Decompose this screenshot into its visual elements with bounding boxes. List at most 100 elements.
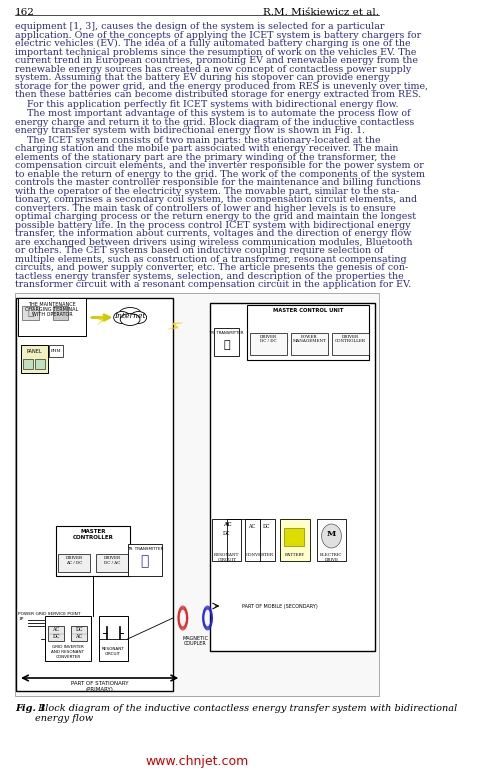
Text: CONTROLLER: CONTROLLER — [73, 535, 113, 540]
FancyBboxPatch shape — [247, 304, 369, 360]
Text: BATTERY: BATTERY — [285, 553, 305, 557]
Text: circuits, and power supply converter, etc. The article presents the genesis of c: circuits, and power supply converter, et… — [15, 263, 408, 272]
Text: renewable energy sources has created a new concept of contactless power supply: renewable energy sources has created a n… — [15, 64, 411, 74]
Text: 📱: 📱 — [141, 554, 149, 568]
FancyBboxPatch shape — [214, 328, 239, 355]
Text: to enable the return of energy to the grid. The work of the components of the sy: to enable the return of energy to the gr… — [15, 169, 425, 179]
Text: The most important advantage of this system is to automate the process flow of: The most important advantage of this sys… — [15, 109, 411, 118]
Text: MAGNETIC: MAGNETIC — [182, 636, 208, 641]
Text: DRIVER
DC / DC: DRIVER DC / DC — [260, 335, 277, 343]
Text: energy charge and return it to the grid. Block diagram of the inductive contactl: energy charge and return it to the grid.… — [15, 118, 414, 126]
FancyBboxPatch shape — [97, 554, 128, 572]
Text: or others. The CET systems based on inductive coupling require selection of: or others. The CET systems based on indu… — [15, 246, 383, 255]
FancyBboxPatch shape — [23, 358, 33, 368]
Text: RESONANT
CIRCUIT: RESONANT CIRCUIT — [214, 553, 239, 561]
Text: elements of the stationary part are the primary winding of the transformer, the: elements of the stationary part are the … — [15, 153, 396, 162]
Text: optimal charging process or the return energy to the grid and maintain the longe: optimal charging process or the return e… — [15, 212, 416, 221]
Text: PART OF MOBILE (SECONDARY): PART OF MOBILE (SECONDARY) — [242, 604, 318, 609]
Text: 📡: 📡 — [223, 340, 230, 350]
FancyBboxPatch shape — [16, 297, 173, 691]
Text: AC: AC — [249, 524, 256, 529]
FancyBboxPatch shape — [317, 519, 346, 561]
FancyBboxPatch shape — [71, 626, 87, 641]
Text: transfer, the information about currents, voltages and the direction of energy f: transfer, the information about currents… — [15, 229, 411, 238]
Text: AC: AC — [223, 522, 231, 527]
Text: DC: DC — [52, 634, 60, 640]
FancyBboxPatch shape — [53, 306, 67, 320]
Text: PANEL: PANEL — [27, 349, 43, 354]
FancyBboxPatch shape — [56, 526, 130, 576]
FancyBboxPatch shape — [245, 519, 275, 561]
Text: DRIVER
DC / AC: DRIVER DC / AC — [103, 556, 120, 564]
Text: converters. The main task of controllers of lower and higher levels is to ensure: converters. The main task of controllers… — [15, 204, 396, 212]
Ellipse shape — [120, 314, 140, 325]
Text: transformer circuit with a resonant compensation circuit in the application for : transformer circuit with a resonant comp… — [15, 280, 411, 289]
FancyBboxPatch shape — [45, 616, 91, 661]
Ellipse shape — [119, 307, 141, 321]
Text: (PRIMARY): (PRIMARY) — [86, 687, 114, 692]
FancyBboxPatch shape — [128, 544, 162, 576]
Text: GRID INVERTER: GRID INVERTER — [52, 645, 84, 649]
Text: ⚡: ⚡ — [96, 314, 105, 328]
FancyBboxPatch shape — [332, 332, 369, 354]
FancyBboxPatch shape — [15, 292, 379, 696]
FancyBboxPatch shape — [284, 528, 304, 546]
Text: charging station and the mobile part associated with energy receiver. The main: charging station and the mobile part ass… — [15, 144, 398, 153]
FancyBboxPatch shape — [213, 519, 241, 561]
Text: current trend in European countries, promoting EV and renewable energy from the: current trend in European countries, pro… — [15, 56, 418, 65]
Text: PHM: PHM — [51, 349, 61, 353]
Text: Fig. 1: Fig. 1 — [15, 704, 46, 713]
Text: then these batteries can become distributed storage for energy extracted from RE: then these batteries can become distribu… — [15, 90, 421, 99]
Text: DC: DC — [223, 531, 230, 536]
Text: ELECTRIC
DRIVE: ELECTRIC DRIVE — [320, 553, 343, 561]
FancyBboxPatch shape — [35, 358, 45, 368]
Text: AC: AC — [53, 627, 60, 632]
Text: WITH OPERATOR: WITH OPERATOR — [32, 311, 72, 317]
Ellipse shape — [130, 311, 147, 324]
Text: RESONANT: RESONANT — [102, 647, 125, 651]
FancyBboxPatch shape — [22, 344, 48, 372]
Text: storage for the power grid, and the energy produced from RES is unevenly over ti: storage for the power grid, and the ener… — [15, 82, 428, 90]
Text: AC: AC — [76, 634, 83, 640]
FancyBboxPatch shape — [291, 332, 328, 354]
Text: energy transfer system with bidirectional energy flow is shown in Fig. 1.: energy transfer system with bidirectiona… — [15, 126, 365, 135]
Text: DRIVER
CONTROLLER: DRIVER CONTROLLER — [335, 335, 366, 343]
Text: tactless energy transfer systems, selection, and description of the properties t: tactless energy transfer systems, select… — [15, 271, 403, 281]
Text: DRIVER
AC / DC: DRIVER AC / DC — [65, 556, 83, 564]
Text: ⚡: ⚡ — [162, 316, 184, 339]
Text: tionary, comprises a secondary coil system, the compensation circuit elements, a: tionary, comprises a secondary coil syst… — [15, 195, 417, 204]
FancyBboxPatch shape — [99, 616, 128, 661]
Text: possible battery life. In the process control ICET system with bidirectional ene: possible battery life. In the process co… — [15, 220, 411, 230]
Text: COUPLER: COUPLER — [184, 641, 206, 646]
Text: M: M — [327, 530, 336, 538]
Text: controls the master controller responsible for the maintenance and billing funct: controls the master controller responsib… — [15, 178, 421, 187]
Text: DC: DC — [263, 524, 271, 529]
Text: TR. TRANSMITTER: TR. TRANSMITTER — [209, 331, 244, 335]
Text: with the operator of the electricity system. The movable part, similar to the st: with the operator of the electricity sys… — [15, 187, 399, 195]
Text: The ICET system consists of two main parts: the stationary-located at the: The ICET system consists of two main par… — [15, 136, 380, 144]
Text: multiple elements, such as construction of a transformer, resonant compensating: multiple elements, such as construction … — [15, 255, 406, 263]
Text: PART OF STATIONARY: PART OF STATIONARY — [71, 681, 129, 686]
Text: Block diagram of the inductive contactless energy transfer system with bidirecti: Block diagram of the inductive contactle… — [34, 704, 457, 724]
Text: TR. TRANSMITTER: TR. TRANSMITTER — [127, 547, 163, 551]
Text: 🖥: 🖥 — [27, 307, 34, 318]
FancyBboxPatch shape — [18, 297, 86, 336]
Circle shape — [322, 524, 341, 548]
FancyBboxPatch shape — [58, 554, 90, 572]
Text: 1P: 1P — [18, 617, 23, 621]
FancyBboxPatch shape — [49, 344, 63, 357]
Text: CIRCUIT: CIRCUIT — [105, 652, 121, 656]
Text: are exchanged between drivers using wireless communication modules, Bluetooth: are exchanged between drivers using wire… — [15, 238, 413, 246]
Text: compensation circuit elements, and the inverter responsible for the power system: compensation circuit elements, and the i… — [15, 161, 424, 170]
FancyBboxPatch shape — [250, 332, 287, 354]
Text: application. One of the concepts of applying the ICET system is battery chargers: application. One of the concepts of appl… — [15, 31, 421, 39]
Text: CONVERTER: CONVERTER — [246, 553, 274, 557]
Text: important technical problems since the resumption of work on the vehicles EV. Th: important technical problems since the r… — [15, 48, 416, 56]
Text: www.chnjet.com: www.chnjet.com — [145, 755, 249, 768]
Text: POWER
MANAGEMENT: POWER MANAGEMENT — [293, 335, 326, 343]
FancyBboxPatch shape — [22, 306, 39, 320]
Text: 162: 162 — [15, 8, 35, 17]
Text: THE MAINTENANCE: THE MAINTENANCE — [28, 302, 76, 307]
Text: Internet: Internet — [114, 311, 146, 320]
FancyBboxPatch shape — [280, 519, 310, 561]
